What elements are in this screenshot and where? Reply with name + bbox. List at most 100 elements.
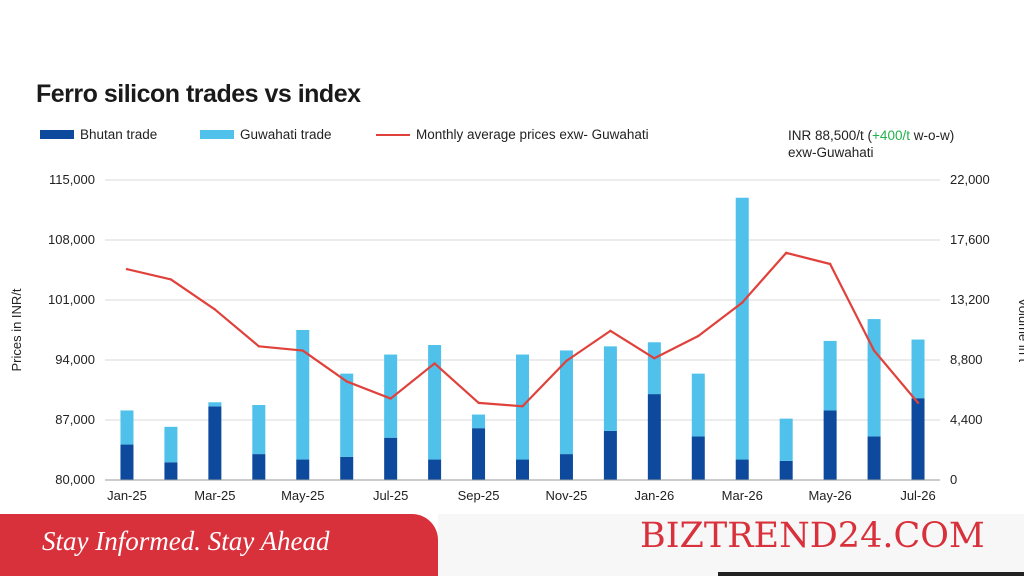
x-tick-label: Sep-25: [458, 488, 500, 503]
bar-bhutan: [779, 460, 793, 480]
bar-bhutan: [164, 462, 178, 480]
brand-logo-text: BIZTREND24.COM: [640, 516, 985, 556]
bar-guwahati: [164, 426, 178, 463]
bar-bhutan: [603, 430, 617, 480]
y-left-tick-label: 87,000: [55, 412, 95, 427]
bar-guwahati: [735, 197, 749, 460]
bar-bhutan: [559, 454, 573, 480]
price-point: [565, 359, 568, 363]
y-left-tick-label: 101,000: [48, 292, 95, 307]
legend-swatch-guwahati: [200, 130, 234, 139]
bar-guwahati: [647, 342, 661, 395]
price-note: INR 88,500/t (+400/t w-o-w) exw-Guwahati: [788, 127, 954, 161]
price-point: [477, 401, 480, 405]
bar-guwahati: [208, 402, 222, 407]
price-point: [521, 405, 524, 408]
price-point: [609, 329, 612, 333]
axes: 80,000 0 87,000 4,400 94,000 8,800 101,000 13,2…: [48, 172, 990, 503]
legend-swatch-bhutan: [40, 130, 74, 139]
price-point: [828, 262, 832, 266]
price-point: [784, 251, 788, 255]
bar-guwahati: [823, 340, 837, 411]
x-tick-label: Mar-26: [722, 488, 763, 503]
bar-guwahati: [779, 418, 793, 461]
chart-title: Ferro silicon trades vs index: [36, 80, 361, 108]
legend-label-guwahati: Guwahati trade: [240, 127, 332, 142]
price-point: [916, 401, 920, 405]
legend-label-bhutan: Bhutan trade: [80, 127, 158, 142]
y-right-tick-label: 0: [950, 472, 957, 487]
x-tick-label: Jul-25: [373, 488, 408, 503]
price-point: [345, 380, 348, 383]
price-point: [301, 349, 304, 352]
legend-swatch-price: [376, 133, 410, 136]
legend-bhutan: Bhutan trade: [40, 127, 157, 142]
price-point: [653, 357, 656, 360]
x-tick-label: May-26: [808, 488, 851, 503]
note-change: +400/t: [872, 128, 910, 143]
brand-banner: [438, 514, 1024, 576]
price-point: [741, 301, 744, 304]
bar-guwahati: [252, 405, 266, 455]
bar-bhutan: [296, 459, 310, 480]
y-right-tick-label: 8,800: [950, 352, 983, 367]
y-right-tick-label: 17,600: [950, 232, 990, 247]
bar-guwahati: [691, 373, 705, 437]
bar-bhutan: [516, 459, 529, 480]
note-prefix: INR 88,500/t (: [788, 128, 873, 143]
tagline-text: Stay Informed. Stay Ahead: [42, 526, 330, 556]
bars: [120, 197, 925, 480]
bar-bhutan: [252, 454, 266, 480]
price-point: [389, 397, 392, 400]
brand-underline: [718, 572, 1024, 576]
legend-price: Monthly average prices exw- Guwahati: [376, 127, 649, 142]
bar-guwahati: [296, 330, 310, 460]
legend-guwahati: Guwahati trade: [200, 127, 332, 142]
y-right-tick-label: 22,000: [950, 172, 990, 187]
price-point: [433, 362, 436, 365]
bar-bhutan: [735, 459, 749, 480]
price-point: [125, 267, 129, 271]
bar-bhutan: [472, 428, 486, 480]
bar-guwahati: [559, 350, 573, 455]
price-point: [257, 345, 261, 348]
price-point: [697, 334, 700, 338]
note-line2: exw-Guwahati: [788, 145, 874, 160]
x-tick-label: Mar-25: [194, 488, 235, 503]
price-point: [169, 278, 173, 281]
price-line: [125, 251, 920, 408]
x-tick-label: May-25: [281, 488, 324, 503]
y-left-tick-label: 80,000: [55, 472, 95, 487]
x-tick-label: Jan-26: [634, 488, 674, 503]
note-suffix: w-o-w): [909, 128, 955, 143]
bar-guwahati: [911, 339, 925, 399]
legend-label-price: Monthly average prices exw- Guwahati: [416, 127, 649, 142]
y-left-tick-label: 94,000: [55, 352, 95, 367]
x-tick-label: Jan-25: [107, 488, 147, 503]
bar-bhutan: [823, 410, 837, 480]
bar-bhutan: [867, 436, 881, 480]
bar-bhutan: [340, 456, 354, 480]
bar-bhutan: [647, 394, 661, 480]
bar-guwahati: [428, 345, 442, 460]
bar-guwahati: [603, 346, 617, 431]
bar-bhutan: [120, 444, 134, 480]
tagline-banner: Stay Informed. Stay Ahead: [0, 514, 438, 576]
bar-bhutan: [691, 436, 705, 480]
y-left-tick-label: 108,000: [48, 232, 95, 247]
bar-bhutan: [208, 406, 222, 480]
price-point: [872, 349, 876, 352]
bar-bhutan: [428, 459, 442, 480]
x-tick-label: Nov-25: [545, 488, 587, 503]
bar-guwahati: [384, 354, 398, 438]
bar-guwahati: [472, 414, 486, 429]
bar-guwahati: [867, 319, 881, 437]
y-axis-right-label: Volume in t: [1016, 298, 1024, 363]
bar-guwahati: [120, 410, 134, 445]
y-right-tick-label: 13,200: [950, 292, 990, 307]
x-tick-label: Jul-26: [900, 488, 935, 503]
y-left-tick-label: 115,000: [49, 172, 95, 187]
y-right-tick-label: 4,400: [950, 412, 983, 427]
price-point: [213, 308, 217, 311]
